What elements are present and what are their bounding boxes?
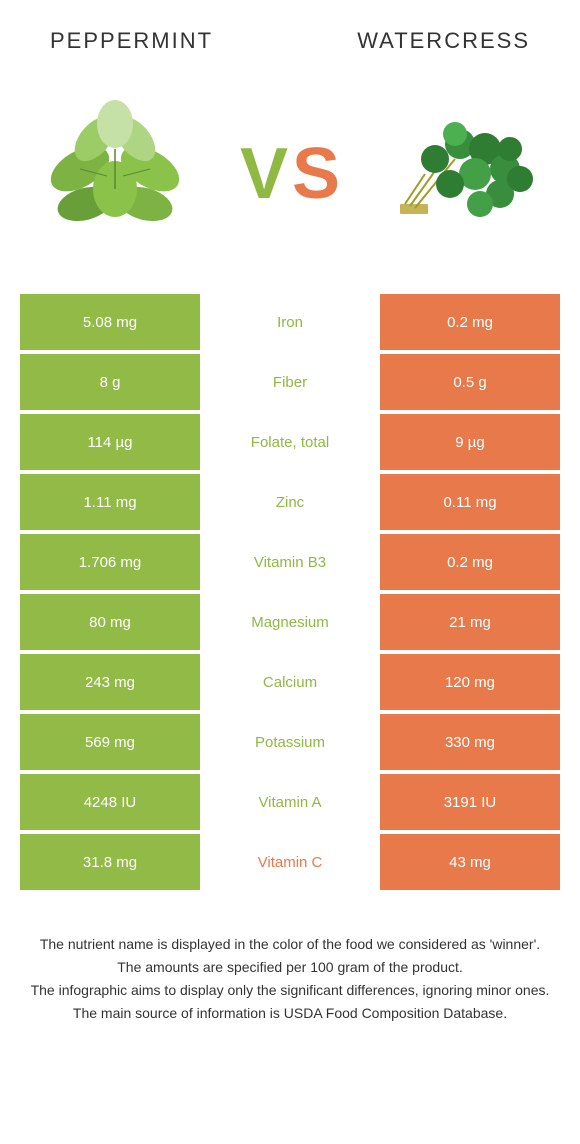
- right-food-title: WATERCRESS: [357, 28, 530, 54]
- left-value: 31.8 mg: [20, 834, 200, 890]
- right-value: 330 mg: [380, 714, 560, 770]
- left-value: 5.08 mg: [20, 294, 200, 350]
- nutrient-table: 5.08 mgIron0.2 mg8 gFiber0.5 g114 µgFola…: [0, 294, 580, 890]
- right-value: 0.2 mg: [380, 294, 560, 350]
- left-value: 1.706 mg: [20, 534, 200, 590]
- left-value: 114 µg: [20, 414, 200, 470]
- right-value: 43 mg: [380, 834, 560, 890]
- hero-row: V S: [0, 64, 580, 294]
- table-row: 1.706 mgVitamin B30.2 mg: [20, 534, 560, 590]
- vs-v-letter: V: [240, 138, 288, 210]
- right-value: 9 µg: [380, 414, 560, 470]
- table-row: 569 mgPotassium330 mg: [20, 714, 560, 770]
- header: PEPPERMINT WATERCRESS: [0, 0, 580, 64]
- left-value: 243 mg: [20, 654, 200, 710]
- left-food-title: PEPPERMINT: [50, 28, 213, 54]
- watercress-image: [370, 94, 560, 254]
- right-value: 21 mg: [380, 594, 560, 650]
- left-value: 1.11 mg: [20, 474, 200, 530]
- table-row: 114 µgFolate, total9 µg: [20, 414, 560, 470]
- vs-s-letter: S: [292, 138, 340, 210]
- nutrient-name: Vitamin A: [200, 774, 380, 830]
- footer-notes: The nutrient name is displayed in the co…: [0, 894, 580, 1024]
- table-row: 4248 IUVitamin A3191 IU: [20, 774, 560, 830]
- footer-line-3: The infographic aims to display only the…: [30, 980, 550, 1001]
- nutrient-name: Vitamin B3: [200, 534, 380, 590]
- left-value: 4248 IU: [20, 774, 200, 830]
- left-value: 80 mg: [20, 594, 200, 650]
- table-row: 31.8 mgVitamin C43 mg: [20, 834, 560, 890]
- nutrient-name: Magnesium: [200, 594, 380, 650]
- nutrient-name: Calcium: [200, 654, 380, 710]
- table-row: 243 mgCalcium120 mg: [20, 654, 560, 710]
- right-value: 0.11 mg: [380, 474, 560, 530]
- table-row: 8 gFiber0.5 g: [20, 354, 560, 410]
- nutrient-name: Vitamin C: [200, 834, 380, 890]
- nutrient-name: Folate, total: [200, 414, 380, 470]
- footer-line-4: The main source of information is USDA F…: [30, 1003, 550, 1024]
- left-value: 8 g: [20, 354, 200, 410]
- right-value: 0.2 mg: [380, 534, 560, 590]
- right-value: 120 mg: [380, 654, 560, 710]
- left-value: 569 mg: [20, 714, 200, 770]
- right-value: 0.5 g: [380, 354, 560, 410]
- right-value: 3191 IU: [380, 774, 560, 830]
- nutrient-name: Zinc: [200, 474, 380, 530]
- table-row: 1.11 mgZinc0.11 mg: [20, 474, 560, 530]
- footer-line-1: The nutrient name is displayed in the co…: [30, 934, 550, 955]
- nutrient-name: Potassium: [200, 714, 380, 770]
- peppermint-image: [20, 94, 210, 254]
- nutrient-name: Fiber: [200, 354, 380, 410]
- table-row: 80 mgMagnesium21 mg: [20, 594, 560, 650]
- vs-label: V S: [240, 138, 340, 210]
- nutrient-name: Iron: [200, 294, 380, 350]
- table-row: 5.08 mgIron0.2 mg: [20, 294, 560, 350]
- footer-line-2: The amounts are specified per 100 gram o…: [30, 957, 550, 978]
